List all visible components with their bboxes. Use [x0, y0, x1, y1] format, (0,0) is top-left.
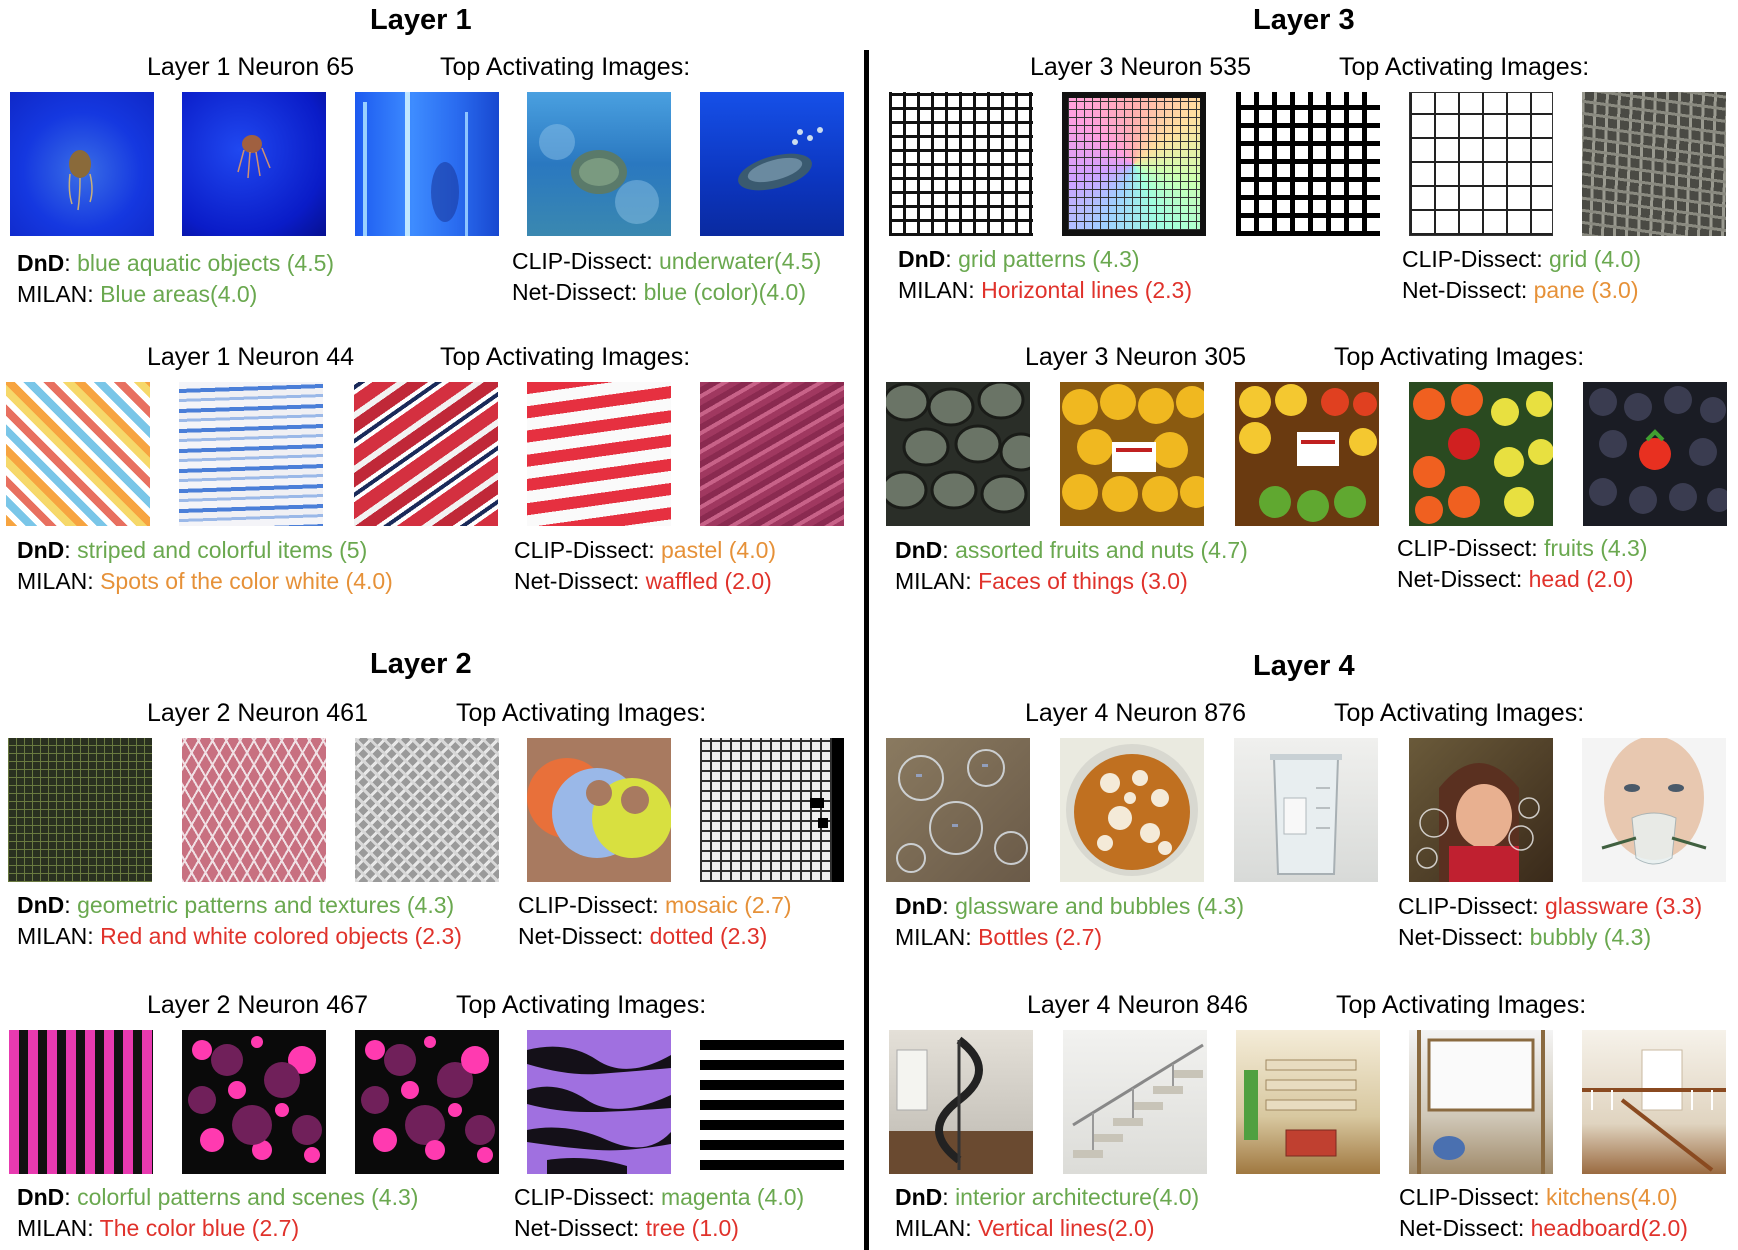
- activating-image-1: [889, 1030, 1033, 1174]
- activating-image-5: [1583, 382, 1727, 526]
- activating-image-2: [182, 92, 326, 236]
- activating-image-4: [1409, 92, 1553, 236]
- top-images-label: Top Activating Images:: [456, 699, 707, 727]
- layer-4-title: Layer 4: [1253, 650, 1355, 682]
- top-images-label: Top Activating Images:: [1334, 343, 1585, 371]
- activating-image-3: [355, 1030, 499, 1174]
- neuron-heading: Layer 3 Neuron 305: [1025, 343, 1246, 371]
- netdissect-description: Net-Dissect: headboard(2.0): [1399, 1215, 1688, 1241]
- activating-image-1: [889, 92, 1033, 236]
- activating-image-1: [10, 92, 154, 236]
- clip-description: CLIP-Dissect: grid (4.0): [1402, 246, 1642, 272]
- netdissect-description: Net-Dissect: head (2.0): [1397, 566, 1634, 592]
- dnd-description: DnD: striped and colorful items (5): [17, 537, 368, 563]
- netdissect-description: Net-Dissect: blue (color)(4.0): [512, 279, 806, 305]
- dnd-description: DnD: interior architecture(4.0): [895, 1184, 1200, 1210]
- activating-image-4: [527, 738, 671, 882]
- milan-description: MILAN: Spots of the color white (4.0): [17, 568, 393, 594]
- top-images-label: Top Activating Images:: [1339, 53, 1590, 81]
- activating-image-5: [700, 92, 844, 236]
- layer-2-title: Layer 2: [370, 648, 472, 680]
- activating-image-5: [700, 1030, 844, 1174]
- clip-description: CLIP-Dissect: fruits (4.3): [1397, 535, 1648, 561]
- activating-image-4: [527, 92, 671, 236]
- neuron-heading: Layer 1 Neuron 44: [147, 343, 355, 371]
- activating-image-4: [1409, 738, 1553, 882]
- clip-description: CLIP-Dissect: pastel (4.0): [514, 537, 777, 563]
- milan-description: MILAN: Blue areas(4.0): [17, 281, 258, 307]
- top-images-label: Top Activating Images:: [1334, 699, 1585, 727]
- activating-image-2: [1063, 1030, 1207, 1174]
- activating-image-3: [355, 738, 499, 882]
- activating-image-4: [1409, 382, 1553, 526]
- layer-1-title: Layer 1: [370, 4, 472, 36]
- activating-image-1: [9, 1030, 153, 1174]
- activating-image-3: [354, 382, 498, 526]
- activating-image-5: [700, 738, 844, 882]
- activating-image-5: [700, 382, 844, 526]
- neuron-heading: Layer 4 Neuron 876: [1025, 699, 1246, 727]
- neuron-heading: Layer 2 Neuron 467: [147, 991, 368, 1019]
- activating-image-4: [527, 1030, 671, 1174]
- dnd-description: DnD: geometric patterns and textures (4.…: [17, 892, 455, 918]
- activating-image-3: [1236, 92, 1380, 236]
- clip-description: CLIP-Dissect: mosaic (2.7): [518, 892, 792, 918]
- activating-image-3: [1235, 382, 1379, 526]
- neuron-heading: Layer 4 Neuron 846: [1027, 991, 1248, 1019]
- milan-description: MILAN: Faces of things (3.0): [895, 568, 1188, 594]
- activating-image-1: [8, 738, 152, 882]
- activating-image-2: [182, 1030, 326, 1174]
- activating-image-1: [6, 382, 150, 526]
- dnd-description: DnD: glassware and bubbles (4.3): [895, 893, 1245, 919]
- activating-image-3: [1236, 1030, 1380, 1174]
- activating-image-4: [1409, 1030, 1553, 1174]
- netdissect-description: Net-Dissect: pane (3.0): [1402, 277, 1639, 303]
- activating-image-2: [1060, 382, 1204, 526]
- neuron-heading: Layer 1 Neuron 65: [147, 53, 355, 81]
- activating-image-1: [886, 738, 1030, 882]
- milan-description: MILAN: Horizontal lines (2.3): [898, 277, 1192, 303]
- netdissect-description: Net-Dissect: tree (1.0): [514, 1215, 739, 1241]
- neuron-heading: Layer 3 Neuron 535: [1030, 53, 1251, 81]
- neuron-heading: Layer 2 Neuron 461: [147, 699, 368, 727]
- milan-description: MILAN: Bottles (2.7): [895, 924, 1103, 950]
- activating-image-4: [527, 382, 671, 526]
- activating-image-2: [1060, 738, 1204, 882]
- dnd-description: DnD: grid patterns (4.3): [898, 246, 1140, 272]
- activating-image-5: [1582, 92, 1726, 236]
- milan-description: MILAN: The color blue (2.7): [17, 1215, 300, 1241]
- top-images-label: Top Activating Images:: [440, 343, 691, 371]
- activating-image-3: [1234, 738, 1378, 882]
- activating-image-3: [355, 92, 499, 236]
- top-images-label: Top Activating Images:: [1336, 991, 1587, 1019]
- top-images-label: Top Activating Images:: [456, 991, 707, 1019]
- milan-description: MILAN: Red and white colored objects (2.…: [17, 923, 462, 949]
- netdissect-description: Net-Dissect: dotted (2.3): [518, 923, 768, 949]
- clip-description: CLIP-Dissect: kitchens(4.0): [1399, 1184, 1678, 1210]
- clip-description: CLIP-Dissect: glassware (3.3): [1398, 893, 1703, 919]
- activating-image-5: [1582, 1030, 1726, 1174]
- activating-image-2: [1062, 92, 1206, 236]
- activating-image-5: [1582, 738, 1726, 882]
- dnd-description: DnD: blue aquatic objects (4.5): [17, 250, 335, 276]
- clip-description: CLIP-Dissect: magenta (4.0): [514, 1184, 805, 1210]
- dnd-description: DnD: colorful patterns and scenes (4.3): [17, 1184, 419, 1210]
- netdissect-description: Net-Dissect: bubbly (4.3): [1398, 924, 1652, 950]
- column-divider: [864, 50, 869, 1250]
- activating-image-2: [179, 382, 323, 526]
- activating-image-1: [886, 382, 1030, 526]
- milan-description: MILAN: Vertical lines(2.0): [895, 1215, 1155, 1241]
- clip-description: CLIP-Dissect: underwater(4.5): [512, 248, 822, 274]
- top-images-label: Top Activating Images:: [440, 53, 691, 81]
- dnd-description: DnD: assorted fruits and nuts (4.7): [895, 537, 1248, 563]
- netdissect-description: Net-Dissect: waffled (2.0): [514, 568, 772, 594]
- layer-3-title: Layer 3: [1253, 4, 1355, 36]
- activating-image-2: [182, 738, 326, 882]
